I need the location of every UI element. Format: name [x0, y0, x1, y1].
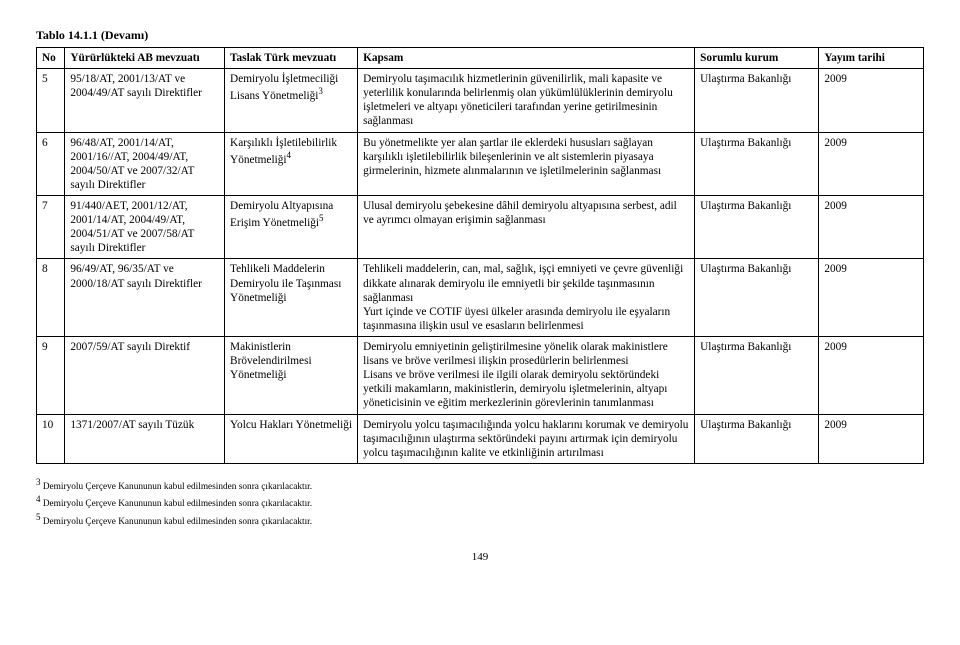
cell-eu: 1371/2007/AT sayılı Tüzük: [65, 414, 225, 463]
table-row: 791/440/AET, 2001/12/AT, 2001/14/AT, 200…: [37, 195, 924, 258]
cell-kapsam: Ulusal demiryolu şebekesine dâhil demiry…: [358, 195, 695, 258]
cell-kapsam: Demiryolu emniyetinin geliştirilmesine y…: [358, 336, 695, 414]
footnotes: 3 Demiryolu Çerçeve Kanununun kabul edil…: [36, 476, 924, 529]
cell-tr: Makinistlerin Brövelendirilmesi Yönetmel…: [225, 336, 358, 414]
cell-no: 5: [37, 69, 65, 132]
cell-no: 10: [37, 414, 65, 463]
cell-eu: 96/49/AT, 96/35/AT ve 2000/18/AT sayılı …: [65, 259, 225, 337]
cell-tr: Demiryolu Altyapısına Erişim Yönetmeliği…: [225, 195, 358, 258]
col-no: No: [37, 48, 65, 69]
cell-kapsam: Bu yönetmelikte yer alan şartlar ile ekl…: [358, 132, 695, 195]
cell-kurum: Ulaştırma Bakanlığı: [695, 132, 819, 195]
legislation-table: No Yürürlükteki AB mevzuatı Taslak Türk …: [36, 47, 924, 464]
col-kapsam: Kapsam: [358, 48, 695, 69]
col-kurum: Sorumlu kurum: [695, 48, 819, 69]
cell-tarih: 2009: [819, 132, 924, 195]
cell-eu: 91/440/AET, 2001/12/AT, 2001/14/AT, 2004…: [65, 195, 225, 258]
table-row: 696/48/AT, 2001/14/AT, 2001/16//AT, 2004…: [37, 132, 924, 195]
cell-kapsam: Demiryolu yolcu taşımacılığında yolcu ha…: [358, 414, 695, 463]
cell-tarih: 2009: [819, 195, 924, 258]
cell-kurum: Ulaştırma Bakanlığı: [695, 336, 819, 414]
footnote: 4 Demiryolu Çerçeve Kanununun kabul edil…: [36, 493, 924, 511]
cell-no: 9: [37, 336, 65, 414]
cell-tarih: 2009: [819, 69, 924, 132]
col-tr: Taslak Türk mevzuatı: [225, 48, 358, 69]
table-row: 92007/59/AT sayılı DirektifMakinistlerin…: [37, 336, 924, 414]
cell-no: 8: [37, 259, 65, 337]
cell-tr: Karşılıklı İşletilebilirlik Yönetmeliği4: [225, 132, 358, 195]
cell-kapsam: Tehlikeli maddelerin, can, mal, sağlık, …: [358, 259, 695, 337]
table-row: 595/18/AT, 2001/13/AT ve 2004/49/AT sayı…: [37, 69, 924, 132]
table-title: Tablo 14.1.1 (Devamı): [36, 28, 924, 43]
table-row: 101371/2007/AT sayılı TüzükYolcu Hakları…: [37, 414, 924, 463]
col-eu: Yürürlükteki AB mevzuatı: [65, 48, 225, 69]
cell-tr: Tehlikeli Maddelerin Demiryolu ile Taşın…: [225, 259, 358, 337]
cell-eu: 96/48/AT, 2001/14/AT, 2001/16//AT, 2004/…: [65, 132, 225, 195]
table-row: 896/49/AT, 96/35/AT ve 2000/18/AT sayılı…: [37, 259, 924, 337]
table-header-row: No Yürürlükteki AB mevzuatı Taslak Türk …: [37, 48, 924, 69]
cell-tarih: 2009: [819, 414, 924, 463]
cell-kurum: Ulaştırma Bakanlığı: [695, 414, 819, 463]
cell-kapsam: Demiryolu taşımacılık hizmetlerinin güve…: [358, 69, 695, 132]
cell-kurum: Ulaştırma Bakanlığı: [695, 195, 819, 258]
col-tarih: Yayım tarihi: [819, 48, 924, 69]
cell-no: 6: [37, 132, 65, 195]
cell-tarih: 2009: [819, 336, 924, 414]
cell-no: 7: [37, 195, 65, 258]
footnote: 5 Demiryolu Çerçeve Kanununun kabul edil…: [36, 511, 924, 529]
footnote: 3 Demiryolu Çerçeve Kanununun kabul edil…: [36, 476, 924, 494]
cell-eu: 2007/59/AT sayılı Direktif: [65, 336, 225, 414]
cell-tarih: 2009: [819, 259, 924, 337]
cell-kurum: Ulaştırma Bakanlığı: [695, 259, 819, 337]
cell-tr: Yolcu Hakları Yönetmeliği: [225, 414, 358, 463]
page-number: 149: [36, 551, 924, 563]
cell-kurum: Ulaştırma Bakanlığı: [695, 69, 819, 132]
cell-eu: 95/18/AT, 2001/13/AT ve 2004/49/AT sayıl…: [65, 69, 225, 132]
cell-tr: Demiryolu İşletmeciliği Lisans Yönetmeli…: [225, 69, 358, 132]
